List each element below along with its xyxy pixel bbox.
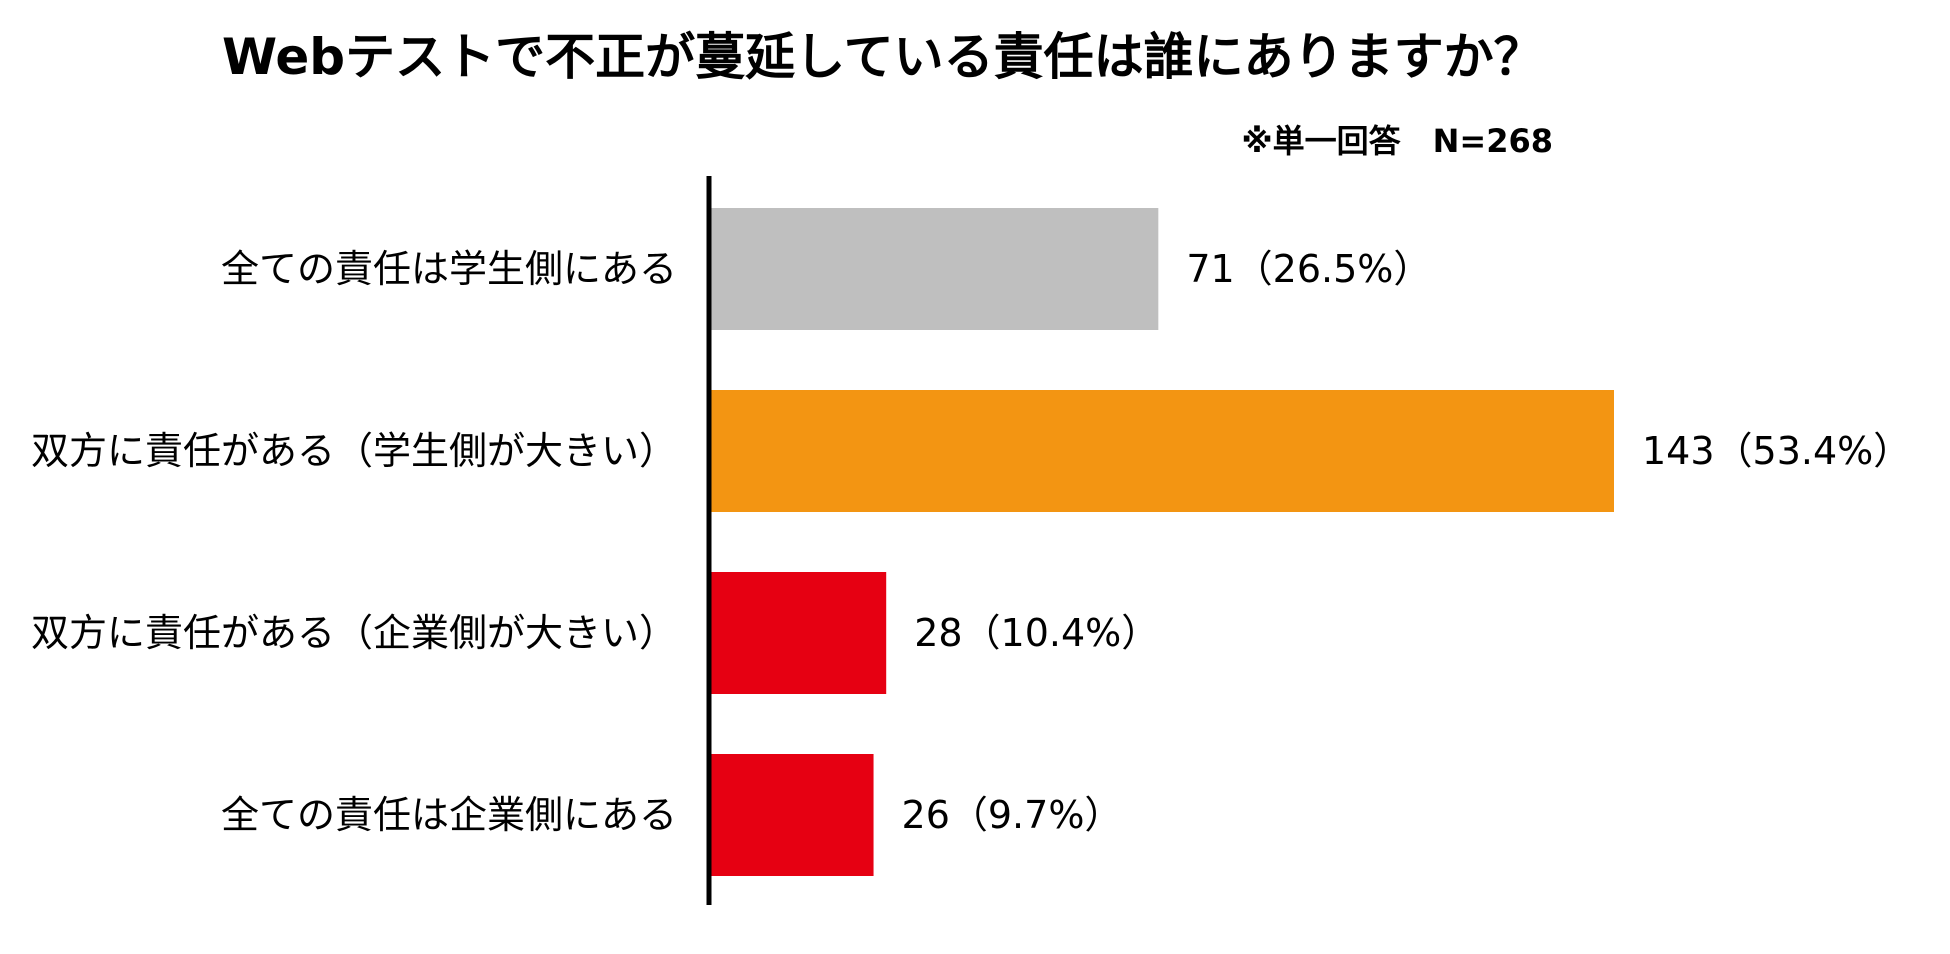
category-label-2: 双方に責任がある（学生側が大きい） (31, 429, 677, 473)
bar-1 (709, 208, 1159, 330)
chart-subtitle: ※単一回答 N=268 (1241, 122, 1553, 160)
data-label-4: 26（9.7%） (902, 793, 1123, 837)
bar-2 (709, 390, 1614, 512)
category-label-3: 双方に責任がある（企業側が大きい） (31, 611, 677, 655)
category-label-4: 全ての責任は企業側にある (221, 793, 677, 837)
category-label-1: 全ての責任は学生側にある (221, 247, 677, 291)
data-label-1: 71（26.5%） (1186, 247, 1431, 291)
bar-4 (709, 754, 874, 876)
bar-3 (709, 572, 887, 694)
bars-group: 全ての責任は学生側にある 71（26.5%） 双方に責任がある（学生側が大きい） 14… (31, 208, 1911, 876)
chart-title: Webテストで不正が蔓延している責任は誰にありますか？ (222, 28, 1544, 86)
data-label-3: 28（10.4%） (914, 611, 1159, 655)
data-label-2: 143（53.4%） (1642, 429, 1911, 473)
